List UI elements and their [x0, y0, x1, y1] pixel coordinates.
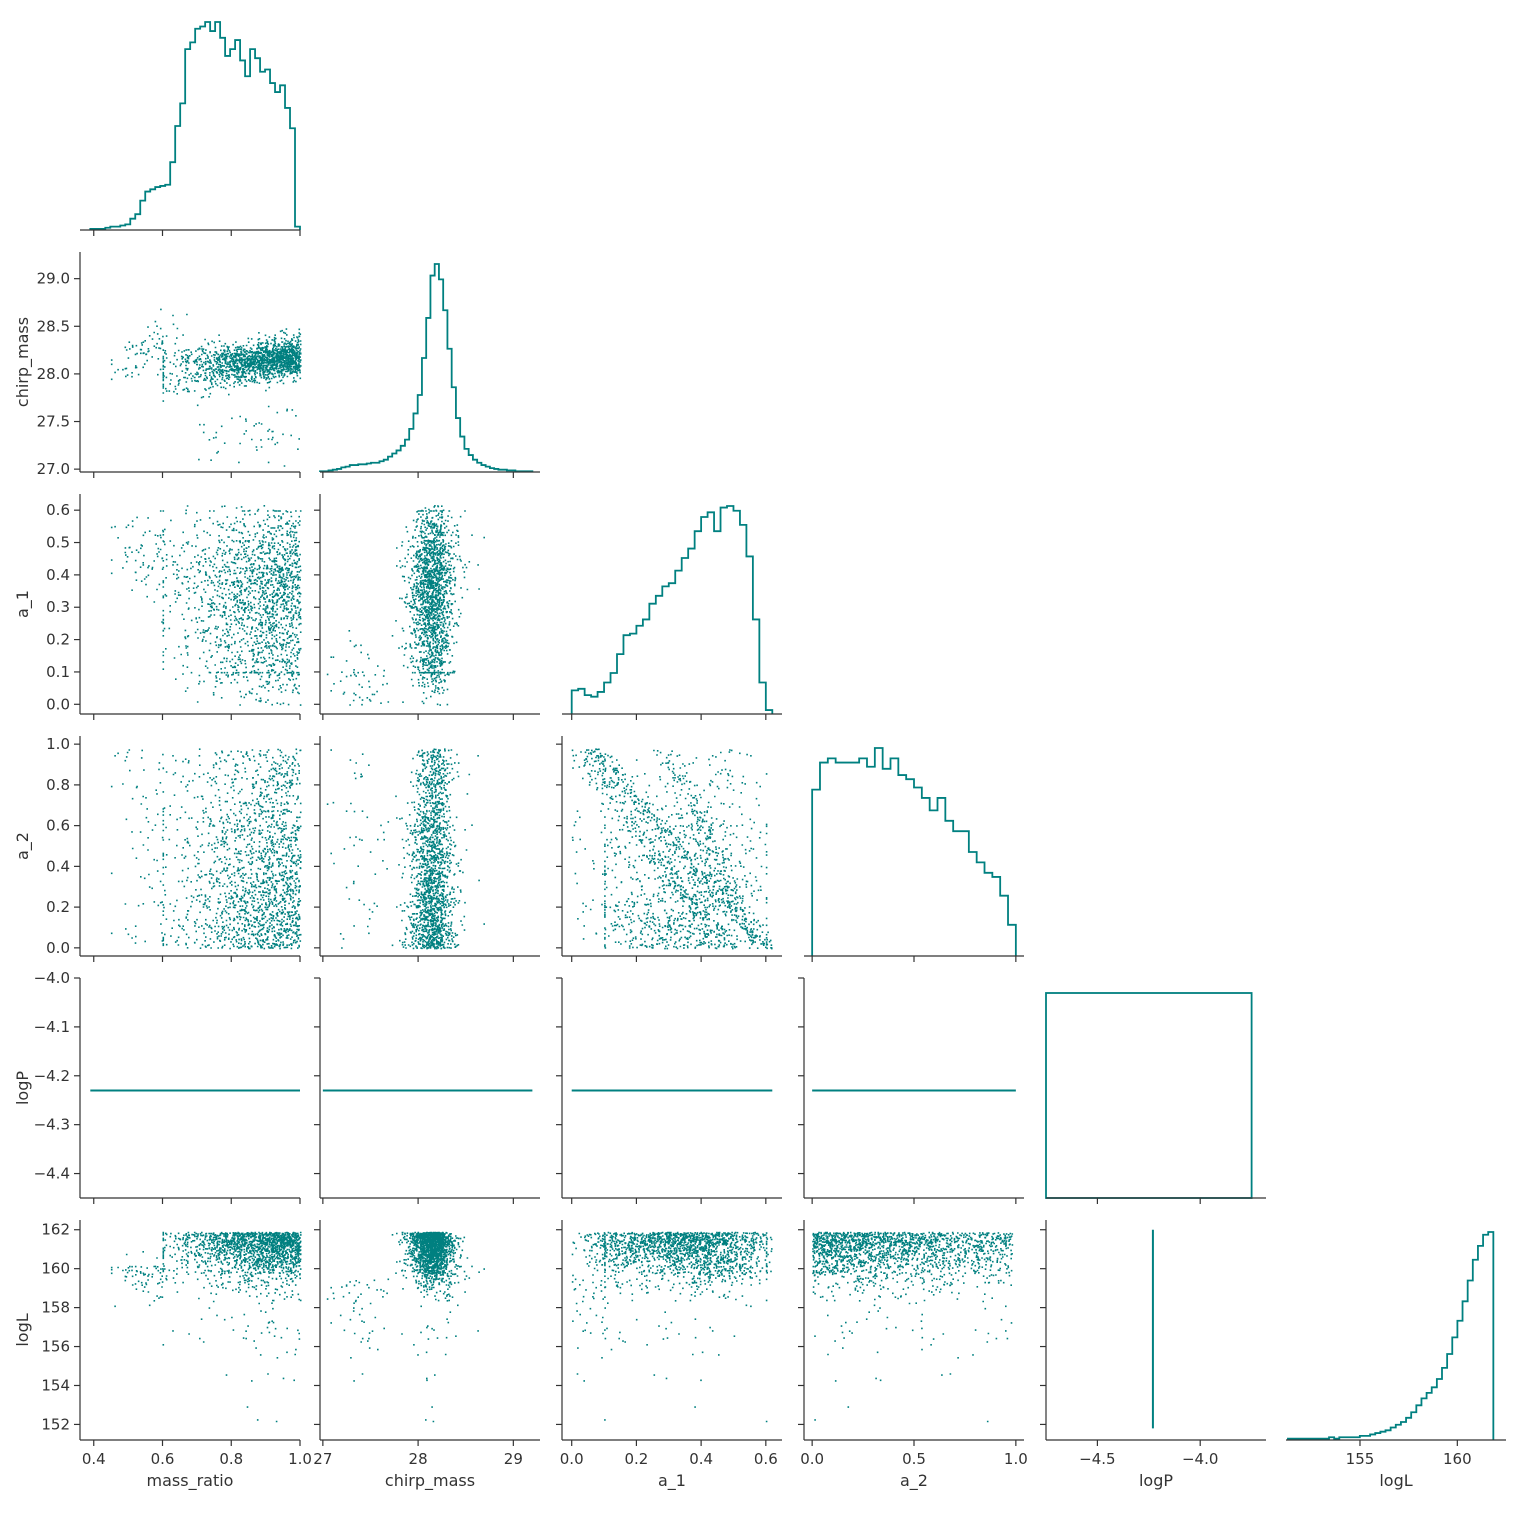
x-tick-label: 0.6 [754, 1450, 778, 1468]
y-tick-label: −4.3 [34, 1116, 70, 1134]
x-tick-label: 0.0 [800, 1450, 824, 1468]
y-tick-label: −4.4 [34, 1165, 70, 1183]
x-tick-label: 1.0 [288, 1450, 312, 1468]
x-axis-label: logL [1379, 1471, 1412, 1490]
scatter-points [571, 1231, 773, 1423]
y-tick-label: 0.4 [46, 857, 70, 875]
y-tick-label: 28.5 [37, 317, 70, 335]
x-tick-label: 0.6 [151, 1450, 175, 1468]
y-tick-label: 156 [41, 1338, 70, 1356]
x-tick-label: −4.5 [1079, 1450, 1115, 1468]
x-tick-label: 0.4 [689, 1450, 713, 1468]
panel-logP-vs-a_2 [798, 977, 1024, 1204]
panel-logP-vs-mass_ratio: −4.4 −4.3 −4.2 −4.1 −4.0 logP [13, 969, 301, 1204]
panel-logP-vs-chirp_mass [314, 977, 540, 1204]
panel-chirp_mass-vs-chirp_mass [319, 263, 540, 478]
histogram-mass_ratio [89, 21, 301, 230]
y-tick-label: 0.2 [46, 631, 70, 649]
panel-logL-vs-a_1: 0.0 0.2 0.4 0.6 a_1 [556, 1220, 782, 1491]
y-tick-label: 27.5 [37, 413, 70, 431]
panel-mass_ratio-vs-mass_ratio [80, 21, 301, 236]
y-tick-label: 0.0 [46, 695, 70, 713]
x-axis-label: chirp_mass [385, 1471, 475, 1491]
y-tick-label: 27.0 [37, 460, 70, 478]
x-axis-label: a_1 [658, 1471, 686, 1491]
scatter-points [571, 748, 773, 950]
x-tick-label: 0.2 [624, 1450, 648, 1468]
x-tick-label: −4.0 [1182, 1450, 1218, 1468]
scatter-points [812, 1231, 1014, 1423]
x-tick-label: 28 [409, 1450, 428, 1468]
panel-logL-vs-chirp_mass: 27 28 29 chirp_mass [313, 1220, 540, 1491]
scatter-points [110, 308, 302, 467]
panel-logP-vs-a_1 [556, 977, 782, 1204]
panel-logL-vs-logL: 155 160 logL [1286, 1231, 1506, 1490]
y-axis-label: a_1 [13, 590, 33, 618]
x-tick-label: 29 [504, 1450, 523, 1468]
corner-plot-panels: 27.027.528.028.529.0chirp_mass0.00.10.20… [13, 21, 1506, 1491]
scatter-points [110, 505, 302, 706]
histogram-a_2 [811, 747, 1017, 956]
panel-a_1-vs-a_1 [562, 505, 782, 720]
panel-logP-vs-logP [1045, 992, 1266, 1204]
y-tick-label: 0.8 [46, 776, 70, 794]
y-tick-label: 0.4 [46, 566, 70, 584]
y-tick-label: 0.6 [46, 817, 70, 835]
y-tick-label: 152 [41, 1415, 70, 1433]
y-tick-label: 0.5 [46, 534, 70, 552]
x-tick-label: 27 [313, 1450, 332, 1468]
y-tick-label: 154 [41, 1376, 70, 1394]
histogram-a_1 [570, 505, 774, 714]
panel-a_2-vs-mass_ratio: 0.0 0.2 0.4 0.6 0.8 1.0 a_2 [13, 735, 302, 962]
y-tick-label: −4.2 [34, 1067, 70, 1085]
x-tick-label: 0.0 [560, 1450, 584, 1468]
y-tick-label: 0.2 [46, 898, 70, 916]
x-axis-label: logP [1139, 1471, 1173, 1490]
y-tick-label: 1.0 [46, 735, 70, 753]
x-tick-label: 0.8 [219, 1450, 243, 1468]
x-tick-label: 0.4 [82, 1450, 106, 1468]
x-axis-label: a_2 [900, 1471, 928, 1491]
panel-a_2-vs-chirp_mass [314, 736, 540, 962]
panel-a_1-vs-mass_ratio: 0.0 0.1 0.2 0.3 0.4 0.5 0.6 a_1 [13, 494, 302, 720]
y-tick-label: 0.6 [46, 501, 70, 519]
panel-a_2-vs-a_1 [556, 736, 782, 962]
y-tick-label: 162 [41, 1221, 70, 1239]
y-axis-label: logP [13, 1071, 32, 1105]
x-tick-label: 0.5 [902, 1450, 926, 1468]
y-tick-label: 158 [41, 1299, 70, 1317]
panel-logL-vs-logP: −4.5 −4.0 logP [1040, 1220, 1266, 1490]
y-tick-label: 0.0 [46, 939, 70, 957]
panel-logL-vs-mass_ratio: 0.4 0.6 0.8 1.0 152 154 156 158 160 162 mass_ratio… [13, 1220, 312, 1491]
panel-a_2-vs-a_2 [804, 747, 1024, 962]
histogram-chirp_mass [319, 263, 534, 473]
panel-chirp_mass-vs-mass_ratio: 27.0 27.5 28.0 28.5 29.0 chirp_mass [13, 252, 302, 478]
y-tick-label: 0.3 [46, 598, 70, 616]
y-tick-label: 29.0 [37, 270, 70, 288]
y-axis-label: chirp_mass [13, 317, 33, 407]
y-tick-label: 0.1 [46, 663, 70, 681]
y-tick-label: −4.0 [34, 969, 70, 987]
x-axis-label: mass_ratio [147, 1471, 234, 1491]
y-tick-label: 28.0 [37, 365, 70, 383]
y-tick-label: 160 [41, 1260, 70, 1278]
scatter-points [110, 748, 302, 950]
x-tick-label: 1.0 [1004, 1450, 1028, 1468]
y-tick-label: −4.1 [34, 1018, 70, 1036]
x-tick-label: 155 [1346, 1450, 1375, 1468]
x-tick-label: 160 [1443, 1450, 1472, 1468]
scatter-points [110, 1231, 302, 1423]
panel-a_1-vs-chirp_mass [314, 494, 540, 720]
y-axis-label: a_2 [13, 832, 33, 860]
panel-logL-vs-a_2: 0.0 0.5 1.0 a_2 [798, 1220, 1028, 1491]
histogram-logL [1287, 1231, 1495, 1440]
y-axis-label: logL [13, 1313, 32, 1346]
